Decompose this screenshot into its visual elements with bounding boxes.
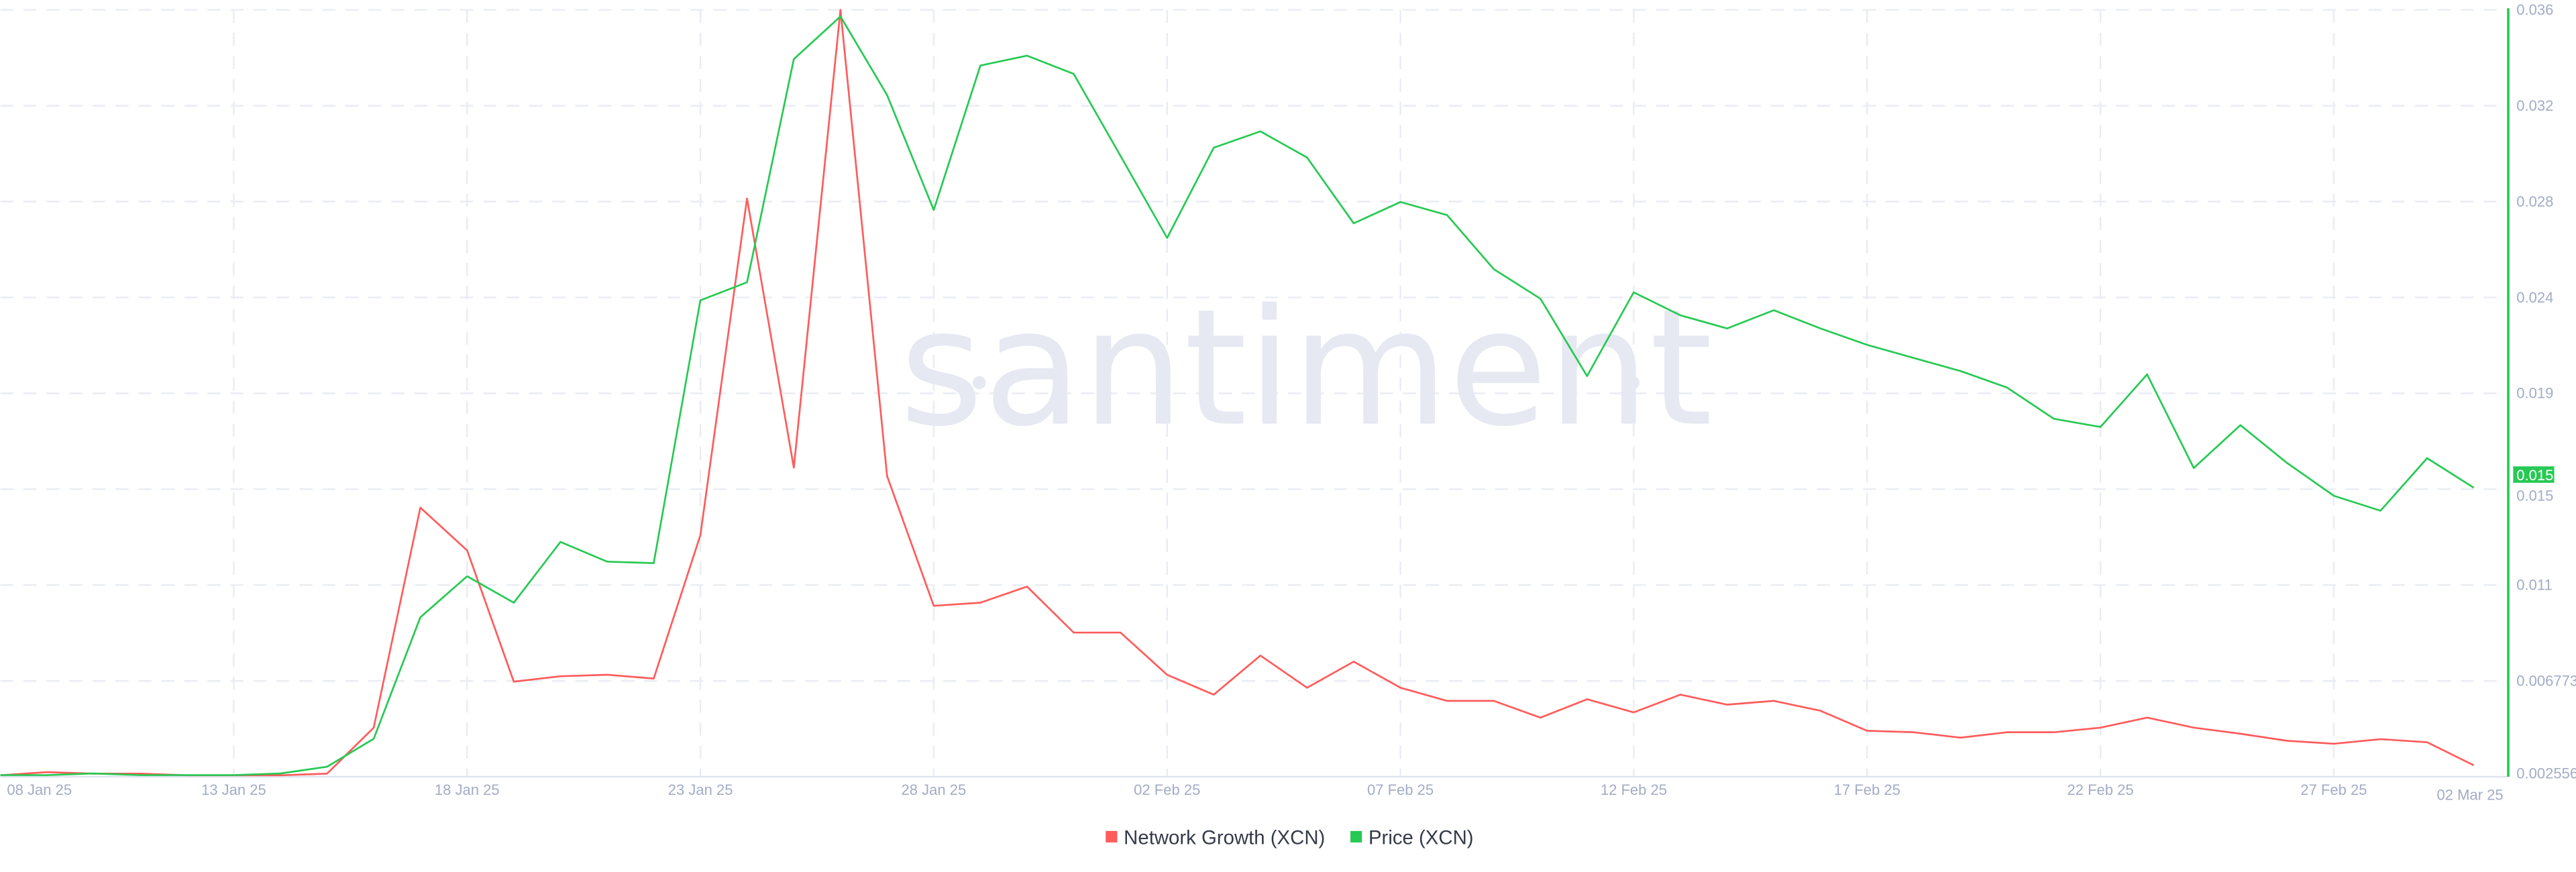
watermark-dot-left [972,376,986,390]
x-tick-label: 28 Jan 25 [902,781,967,798]
x-tick-label: 23 Jan 25 [668,781,733,798]
y-tick-label: 0.036 [2516,1,2553,18]
x-tick-label: 08 Jan 25 [7,781,72,798]
price-line [0,15,2475,776]
y-tick-label: 0.019 [2516,385,2553,402]
x-tick-label: 12 Feb 25 [1601,781,1667,798]
legend-item-price[interactable]: Price (XCN) [1350,826,1474,849]
x-tick-label: 02 Feb 25 [1134,781,1200,798]
y-tick-label: 0.006773 [2516,672,2576,689]
x-tick-label: 18 Jan 25 [435,781,500,798]
x-tick-label: 02 Mar 25 [2437,786,2504,803]
legend: Network Growth (XCN) Price (XCN) [1106,826,1474,849]
watermark: santiment [900,274,1713,462]
x-tick-label: 07 Feb 25 [1367,781,1434,798]
legend-label-network-growth: Network Growth (XCN) [1124,826,1325,849]
x-tick-label: 13 Jan 25 [201,781,266,798]
y-axis-ticks: 0.036 0.032 0.028 0.024 0.019 0.015 0.011 0.006… [2516,1,2576,781]
y-tick-label: 0.002556 [2516,765,2576,781]
x-tick-label: 17 Feb 25 [1834,781,1900,798]
x-tick-label: 27 Feb 25 [2300,781,2367,798]
current-value-badge-bg [2513,466,2555,483]
x-axis-ticks: 08 Jan 25 13 Jan 25 18 Jan 25 23 Jan 25 28 J… [7,781,2503,803]
current-value-badge: 0.015 [2513,466,2555,484]
network-growth-line [0,9,2475,777]
watermark-text: santiment [900,274,1713,462]
y-tick-label: 0.024 [2516,289,2553,306]
legend-swatch-price [1350,830,1362,842]
y-tick-label: 0.015 [2516,487,2553,504]
y-tick-label: 0.011 [2516,577,2552,594]
grid [0,9,2509,777]
series-lines [0,9,2475,777]
y-tick-label: 0.032 [2516,97,2553,114]
legend-swatch-network-growth [1106,830,1118,842]
watermark-dot-right [1626,376,1640,390]
legend-label-price: Price (XCN) [1368,826,1474,849]
current-value-label: 0.015 [2516,467,2553,484]
x-tick-label: 22 Feb 25 [2068,781,2134,798]
legend-item-network-growth[interactable]: Network Growth (XCN) [1106,826,1325,849]
y-tick-label: 0.028 [2516,193,2553,210]
